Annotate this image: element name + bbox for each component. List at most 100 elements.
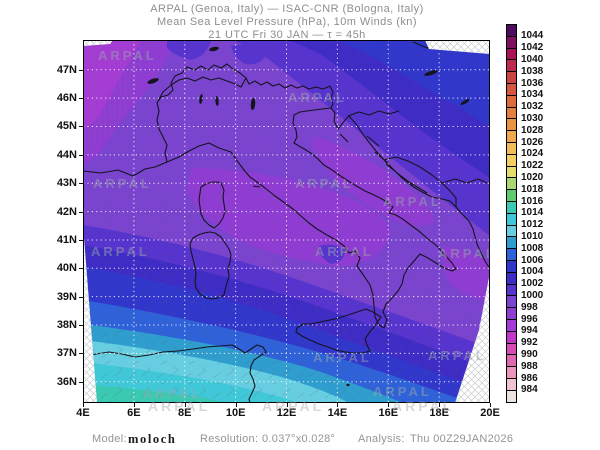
watermark-text: ARPAL [262,398,325,414]
lat-tick-mark [79,183,83,185]
title-line-validtime: 21 UTC Fri 30 JAN — τ = 45h [208,29,366,41]
lat-tick-mark [79,126,83,128]
lat-tick-mark [79,296,83,298]
lat-tick-mark [79,98,83,100]
watermark-text: ARPAL [383,194,442,209]
lon-tick-label: 10E [225,407,246,419]
lon-tick-mark [337,403,339,407]
lat-tick-mark [79,353,83,355]
colorbar-label: 1028 [521,124,544,136]
colorbar-label: 988 [521,360,538,372]
lon-tick-mark [439,403,441,407]
watermark-text: ARPAL [373,384,432,399]
colorbar-label: 1022 [521,160,544,172]
colorbar-label: 1006 [521,254,544,266]
colorbar-label: 1036 [521,77,544,89]
watermark-text: ARPAL [98,48,157,63]
colorbar-label: 1030 [521,112,544,124]
lon-tick-mark [490,403,491,407]
colorbar-label: 986 [521,372,538,384]
watermark-text: ARPAL [438,246,490,261]
map-plot: ARPAL ARPAL ARPAL ARPAL ARPAL ARPAL ARPAL ARPAL… [82,40,494,404]
colorbar-label: 1016 [521,195,544,207]
colorbar-label: 1026 [521,136,544,148]
lon-tick-label: 6E [127,407,141,419]
colorbar-label: 998 [521,301,538,313]
chart-title: ARPAL (Genoa, Italy) — ISAC-CNR (Bologna… [0,3,574,42]
colorbar-label: 984 [521,384,538,396]
analysis-label: Analysis: [358,433,405,445]
lat-tick-mark [79,69,83,71]
colorbar-label: 1008 [521,242,544,254]
lon-tick-mark [235,403,237,407]
watermark-text: ARPAL [295,176,354,191]
lon-tick-label: 14E [327,407,348,419]
watermark-text: ARPAL [148,398,211,414]
lat-tick-label: 36N [56,375,77,388]
colorbar-label: 1012 [521,219,544,231]
colorbar-label: 1020 [521,171,544,183]
colorbar-label: 1000 [521,289,544,301]
watermark-text: ARPAL [428,348,487,363]
colorbar-label: 1042 [521,42,544,54]
colorbar-label: 1010 [521,230,544,242]
title-line-orgs: ARPAL (Genoa, Italy) — ISAC-CNR (Bologna… [150,3,424,15]
watermark-text: ARPAL [91,244,150,259]
lat-tick-mark [79,268,83,270]
title-line-field: Mean Sea Level Pressure (hPa), 10m Winds… [157,16,417,28]
lat-tick-label: 41N [56,233,77,246]
colorbar-label: 1024 [521,148,544,160]
lon-tick-label: 4E [76,407,90,419]
lon-tick-label: 8E [178,407,192,419]
colorbar-label: 996 [521,313,538,325]
lat-tick-label: 45N [56,120,77,133]
lon-tick-mark [133,403,135,407]
watermark-text: ARPAL [315,244,374,259]
lat-tick-label: 47N [56,63,77,76]
watermark-text: ARPAL [93,176,152,191]
colorbar-label: 1040 [521,53,544,65]
lat-tick-label: 46N [56,92,77,105]
lat-tick-label: 37N [56,347,77,360]
lat-tick-mark [79,211,83,213]
resolution-value: 0.037°x0.028° [262,433,336,445]
lon-tick-label: 20E [480,407,500,419]
lon-tick-mark [286,403,288,407]
colorbar-label: 1034 [521,89,544,101]
lat-tick-label: 43N [56,177,77,190]
lat-tick-label: 38N [56,319,77,332]
lat-tick-mark [79,381,83,383]
colorbar-label: 1002 [521,278,544,290]
colorbar-label: 1018 [521,183,544,195]
colorbar-label: 1014 [521,207,544,219]
lon-tick-mark [184,403,186,407]
colorbar-label: 990 [521,348,538,360]
lon-tick-mark [388,403,390,407]
lat-tick-label: 42N [56,205,77,218]
colorbar-label: 1044 [521,30,544,42]
lat-tick-mark [79,154,83,156]
lon-tick-mark [83,403,84,407]
pressure-map-canvas: ARPAL ARPAL ARPAL ARPAL ARPAL ARPAL ARPAL ARPAL… [82,40,494,404]
model-value: moloch [128,432,177,446]
lat-tick-mark [79,239,83,241]
lon-tick-label: 12E [276,407,297,419]
lon-tick-label: 18E [429,407,449,419]
lat-tick-mark [79,325,83,327]
watermark-text: ARPAL [288,90,347,105]
colorbar-swatch [506,389,517,403]
lat-tick-label: 40N [56,262,77,275]
lat-tick-label: 39N [56,290,77,303]
colorbar-label: 994 [521,325,538,337]
watermark-text: ARPAL [143,386,202,401]
analysis-value: Thu 00Z29JAN2026 [410,433,514,445]
lon-tick-label: 16E [378,407,399,419]
resolution-label: Resolution: [200,433,259,445]
model-label: Model: [92,433,127,445]
watermark-text: ARPAL [313,350,372,365]
colorbar-label: 1032 [521,101,544,113]
colorbar-label: 992 [521,337,538,349]
watermark-text: ARPAL [392,398,455,414]
colorbar-label: 1004 [521,266,544,278]
